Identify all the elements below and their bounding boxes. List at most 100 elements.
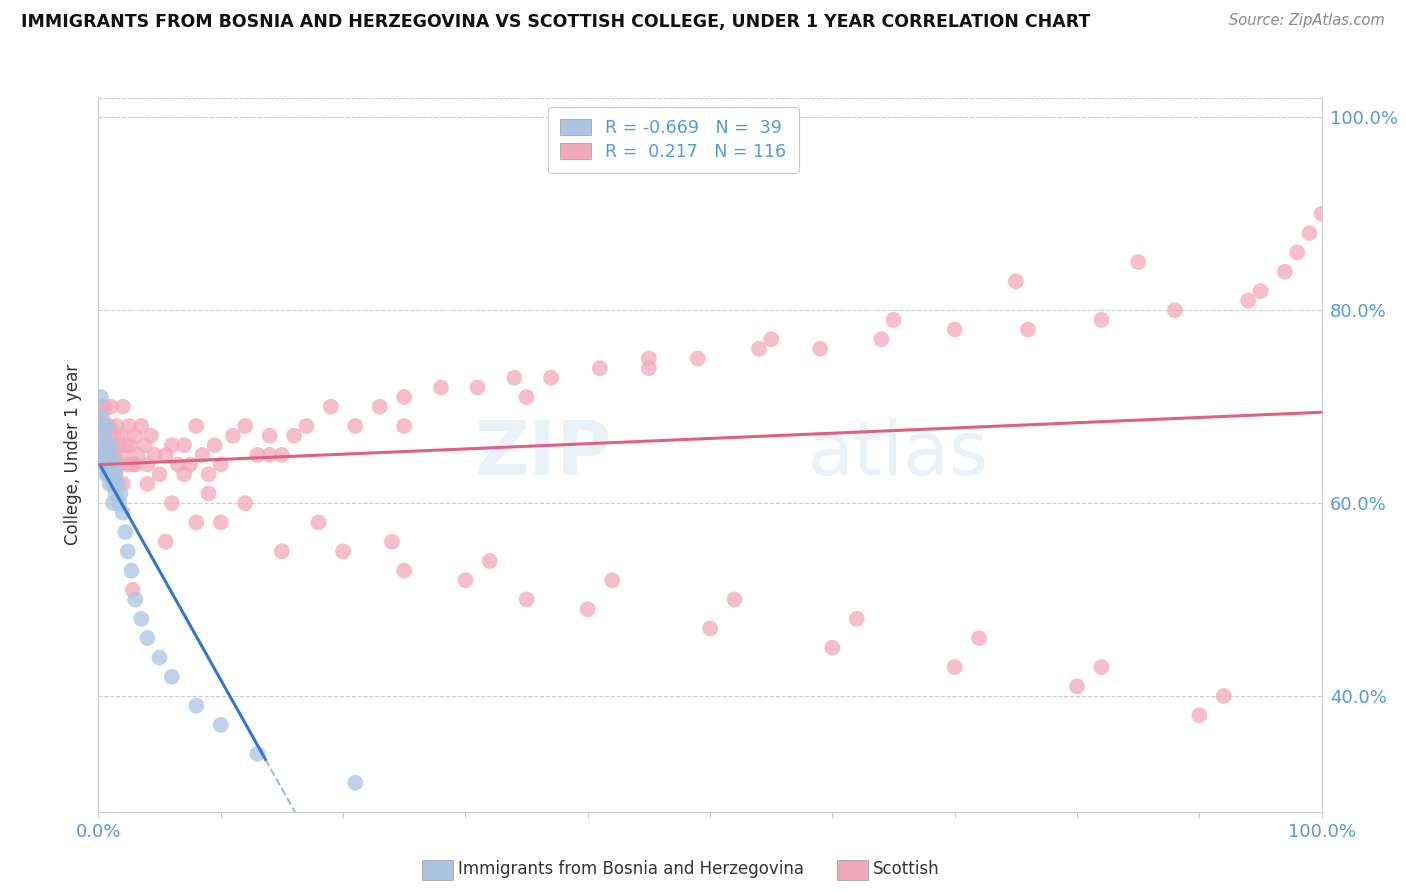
Point <box>392 419 416 434</box>
Point <box>127 448 149 462</box>
Point <box>883 313 905 327</box>
Point <box>1164 303 1187 318</box>
Point <box>233 419 256 434</box>
Point <box>93 448 115 462</box>
Point <box>143 448 166 462</box>
Point <box>124 458 146 472</box>
Point <box>748 342 770 356</box>
Point <box>197 467 219 482</box>
Point <box>1188 708 1211 723</box>
Point <box>1212 689 1234 703</box>
Point <box>97 458 120 472</box>
Point <box>124 592 146 607</box>
Point <box>89 409 111 424</box>
Point <box>259 448 281 462</box>
Point <box>467 380 489 394</box>
Point <box>186 698 208 713</box>
Point <box>155 448 177 462</box>
Point <box>120 438 142 452</box>
Point <box>319 400 342 414</box>
Point <box>638 361 661 376</box>
Point <box>686 351 709 366</box>
Point <box>943 322 966 336</box>
Point <box>344 419 367 434</box>
Point <box>114 524 136 539</box>
Point <box>90 400 112 414</box>
Point <box>149 650 172 665</box>
Point <box>308 516 330 530</box>
Point <box>344 776 367 790</box>
Point <box>107 476 129 491</box>
Point <box>209 516 232 530</box>
Point <box>101 448 124 462</box>
Point <box>246 448 269 462</box>
Point <box>332 544 354 558</box>
Point <box>121 458 143 472</box>
Point <box>845 612 868 626</box>
Point <box>101 428 124 442</box>
Point <box>118 419 141 434</box>
Point <box>1237 293 1260 308</box>
Point <box>98 476 121 491</box>
Point <box>155 534 177 549</box>
Point <box>98 419 121 434</box>
Point <box>124 428 146 442</box>
Point <box>699 622 721 636</box>
Point <box>110 428 132 442</box>
Point <box>101 458 124 472</box>
Point <box>93 400 115 414</box>
Point <box>246 747 269 761</box>
Point <box>821 640 844 655</box>
Point <box>197 486 219 500</box>
Point <box>1090 313 1112 327</box>
Point <box>100 438 122 452</box>
Point <box>173 467 195 482</box>
Point <box>129 419 152 434</box>
Point <box>117 544 139 558</box>
Point <box>1249 284 1271 298</box>
Point <box>94 419 117 434</box>
Point <box>98 448 121 462</box>
Point <box>204 438 226 452</box>
Point <box>103 467 125 482</box>
Point <box>179 458 201 472</box>
Point <box>576 602 599 616</box>
Point <box>723 592 745 607</box>
Point <box>392 564 416 578</box>
Point <box>120 564 142 578</box>
Point <box>129 612 152 626</box>
Point <box>96 419 118 434</box>
Point <box>108 496 131 510</box>
Point <box>191 448 214 462</box>
Point <box>93 428 115 442</box>
Point <box>870 332 893 346</box>
Point <box>589 361 612 376</box>
Point <box>136 631 159 645</box>
Point <box>600 574 623 588</box>
Point <box>121 582 143 597</box>
Point <box>89 428 111 442</box>
Point <box>110 486 132 500</box>
Point <box>111 476 134 491</box>
Point <box>100 467 122 482</box>
Point <box>134 438 156 452</box>
Text: IMMIGRANTS FROM BOSNIA AND HERZEGOVINA VS SCOTTISH COLLEGE, UNDER 1 YEAR CORRELA: IMMIGRANTS FROM BOSNIA AND HERZEGOVINA V… <box>21 13 1091 31</box>
Point <box>173 438 195 452</box>
Point <box>104 467 127 482</box>
Point <box>91 409 114 424</box>
Point <box>515 390 537 404</box>
Point <box>515 592 537 607</box>
Point <box>454 574 477 588</box>
Point <box>97 467 120 482</box>
Point <box>136 458 159 472</box>
Point <box>1017 322 1039 336</box>
Point <box>186 419 208 434</box>
Point <box>295 419 318 434</box>
Point <box>94 448 117 462</box>
Point <box>111 400 134 414</box>
Point <box>270 448 294 462</box>
Point <box>233 496 256 510</box>
Point <box>808 342 831 356</box>
Point <box>101 476 124 491</box>
Point <box>114 438 136 452</box>
